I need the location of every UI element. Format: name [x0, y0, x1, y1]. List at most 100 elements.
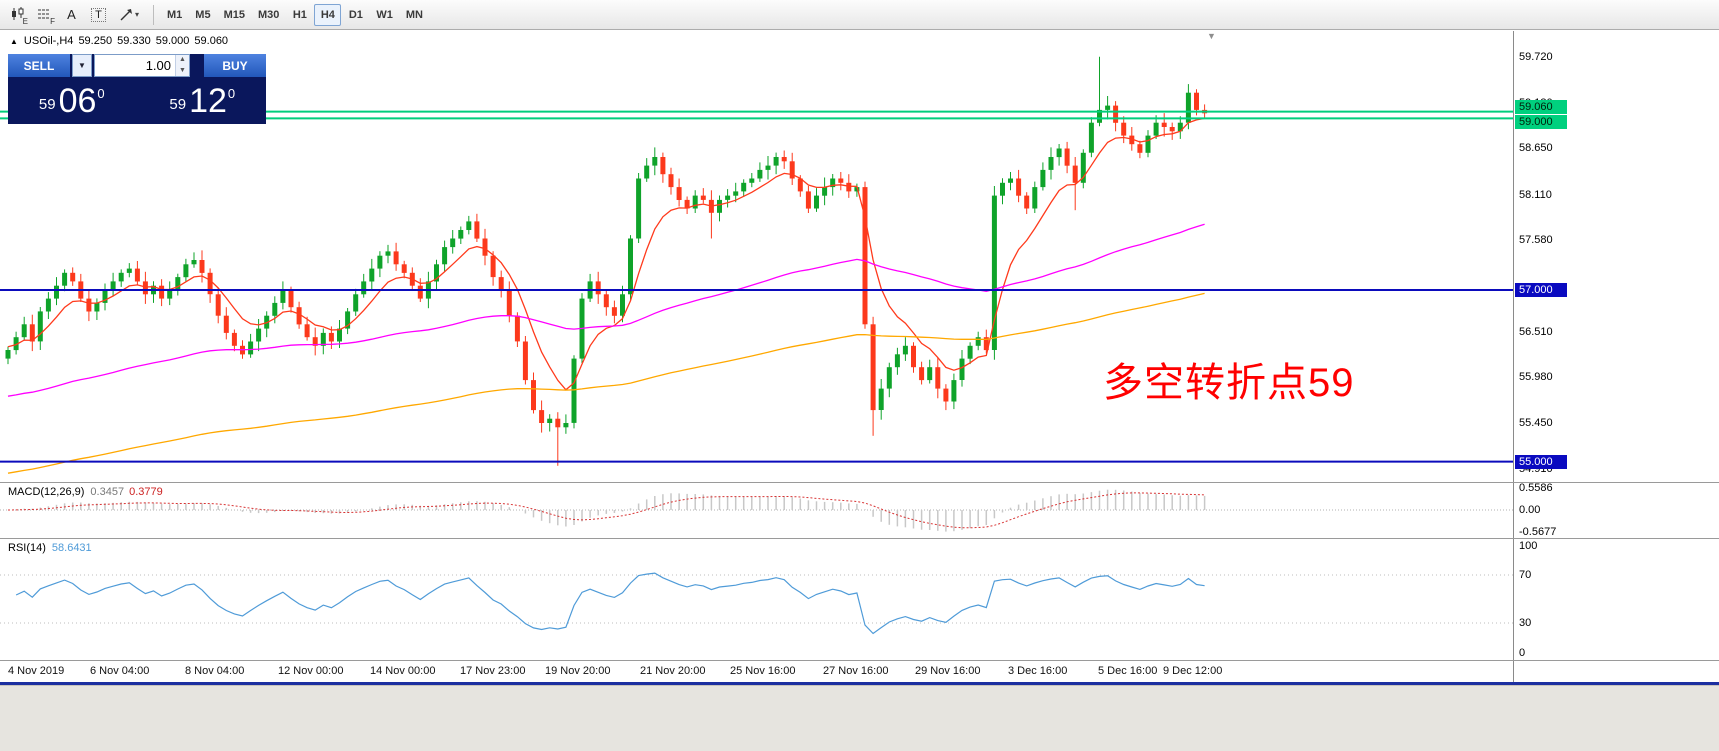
price-axis-label: 58.650 [1519, 142, 1553, 154]
macd-axis[interactable]: 0.5586 0.00 -0.5677 [1514, 482, 1719, 538]
sell-price-pip: 0 [97, 85, 105, 101]
buy-price-main: 12 [189, 81, 227, 120]
price-axis-label: 57.580 [1519, 234, 1553, 246]
rsi-panel[interactable] [0, 539, 1513, 660]
price-axis[interactable]: 59.72059.18058.65058.11057.58056.51055.9… [1514, 31, 1719, 482]
levels-icon [37, 9, 50, 19]
time-axis-label: 17 Nov 23:00 [460, 665, 526, 677]
chart-shift-marker[interactable]: ▼ [1207, 31, 1216, 41]
buy-price-pip: 0 [227, 85, 236, 101]
time-axis-label: 9 Dec 12:00 [1163, 665, 1223, 677]
sell-button[interactable]: SELL [8, 54, 70, 77]
buy-button[interactable]: BUY [204, 54, 266, 77]
rsi-axis-label: 100 [1519, 540, 1538, 552]
candles-template-e-button[interactable]: E [4, 3, 31, 27]
collapse-trade-panel-icon[interactable]: ▲ [10, 37, 18, 46]
price-axis-label: 56.510 [1519, 326, 1553, 338]
buy-price-display[interactable]: 59 12 0 [138, 77, 266, 124]
symbol-period-label: USOil-,H4 [23, 35, 74, 47]
trade-controls-row: SELL ▼ ▲ ▼ BUY [8, 54, 266, 77]
time-axis[interactable]: 4 Nov 2019 6 Nov 04:00 8 Nov 04:00 12 Nov 0… [0, 661, 1513, 682]
volume-dropdown-button[interactable]: ▼ [72, 54, 92, 77]
macd-axis-label: 0.5586 [1519, 482, 1553, 494]
time-axis-label: 4 Nov 2019 [8, 665, 65, 677]
time-axis-label: 3 Dec 16:00 [1008, 665, 1068, 677]
time-axis-label: 14 Nov 00:00 [370, 665, 436, 677]
panel-separator[interactable] [0, 660, 1719, 661]
price-tag: 55.000 [1515, 455, 1567, 469]
time-axis-label: 27 Nov 16:00 [823, 665, 889, 677]
letter-t-icon: T [91, 7, 106, 22]
price-axis-label: 55.980 [1519, 371, 1553, 383]
price-axis-label: 55.450 [1519, 417, 1553, 429]
timeframe-mn-button[interactable]: MN [400, 4, 429, 26]
volume-input[interactable] [95, 55, 189, 76]
bottom-panel [0, 685, 1719, 751]
macd-main-value: 0.3457 [90, 486, 125, 498]
macd-axis-label: 0.00 [1519, 504, 1541, 516]
time-axis-label: 21 Nov 20:00 [640, 665, 706, 677]
time-axis-label: 19 Nov 20:00 [545, 665, 611, 677]
sell-price-prefix: 59 [38, 95, 56, 113]
chevron-down-icon: ▼ [78, 61, 86, 70]
price-tag: 59.060 [1515, 100, 1567, 114]
sell-price-main: 06 [58, 81, 97, 120]
trendline-icon [120, 8, 132, 20]
chart-text-annotation[interactable]: 多空转折点59 [1103, 361, 1355, 405]
text-tool-button[interactable]: T [85, 3, 112, 27]
sell-price-display[interactable]: 59 06 0 [8, 77, 136, 124]
close-value: 59.060 [194, 35, 229, 47]
timeframe-m30-button[interactable]: M30 [252, 4, 285, 26]
price-tag: 59.000 [1515, 115, 1567, 129]
rsi-value: 58.6431 [51, 542, 92, 554]
timeframe-m5-button[interactable]: M5 [189, 4, 216, 26]
time-axis-label: 29 Nov 16:00 [915, 665, 981, 677]
macd-panel[interactable] [0, 483, 1513, 538]
timeframe-w1-button[interactable]: W1 [370, 4, 399, 26]
f-letter: F [50, 16, 55, 26]
time-axis-label: 6 Nov 04:00 [90, 665, 150, 677]
time-axis-label: 12 Nov 00:00 [278, 665, 344, 677]
high-value: 59.330 [117, 35, 151, 47]
rsi-axis-label: 30 [1519, 617, 1532, 629]
macd-label: MACD(12,26,9) 0.3457 0.3779 [8, 486, 163, 498]
rsi-axis-label: 70 [1519, 569, 1532, 581]
timeframe-m1-button[interactable]: M1 [161, 4, 188, 26]
timeframe-toolbar: M1 M5 M15 M30 H1 H4 D1 W1 MN [161, 3, 429, 26]
rsi-axis-label: 0 [1519, 647, 1526, 659]
rsi-label: RSI(14) 58.6431 [8, 542, 92, 554]
time-axis-label: 8 Nov 04:00 [185, 665, 245, 677]
low-value: 59.000 [155, 35, 190, 47]
macd-axis-label: -0.5677 [1519, 526, 1557, 538]
price-axis-label: 59.720 [1519, 51, 1553, 63]
price-axis-label: 58.110 [1519, 189, 1552, 201]
letter-a-icon: A [67, 7, 76, 22]
axis-separator-line [1513, 31, 1514, 682]
panel-separator[interactable] [0, 538, 1719, 539]
open-value: 59.250 [78, 35, 113, 47]
levels-template-f-button[interactable]: F [31, 3, 58, 27]
volume-decrease-button[interactable]: ▼ [176, 65, 189, 76]
main-chart-canvas[interactable] [0, 31, 1513, 482]
chevron-down-icon: ▾ [134, 10, 139, 19]
toolbar-separator [153, 4, 154, 25]
buy-price-prefix: 59 [169, 95, 187, 113]
macd-signal-value: 0.3779 [129, 486, 163, 498]
panel-separator[interactable] [0, 482, 1719, 483]
timeframe-h4-button[interactable]: H4 [314, 3, 342, 26]
chart-window-bottom-border [0, 682, 1719, 685]
chart-ohlc-title: ▲ USOil-,H4 59.250 59.330 59.000 59.060 [10, 35, 228, 47]
arrow-label-tool-button[interactable]: A [58, 3, 85, 27]
volume-increase-button[interactable]: ▲ [176, 55, 189, 66]
volume-field: ▲ ▼ [94, 54, 190, 77]
timeframe-d1-button[interactable]: D1 [342, 4, 369, 26]
trade-prices-row: 59 06 0 59 12 0 [8, 77, 266, 124]
volume-spinner: ▲ ▼ [175, 55, 189, 76]
timeframe-m15-button[interactable]: M15 [218, 4, 251, 26]
drawing-tools-button[interactable]: ▾ [112, 3, 146, 27]
timeframe-h1-button[interactable]: H1 [286, 4, 313, 26]
rsi-axis[interactable]: 100 70 30 0 [1514, 539, 1719, 660]
time-axis-label: 5 Dec 16:00 [1098, 665, 1158, 677]
